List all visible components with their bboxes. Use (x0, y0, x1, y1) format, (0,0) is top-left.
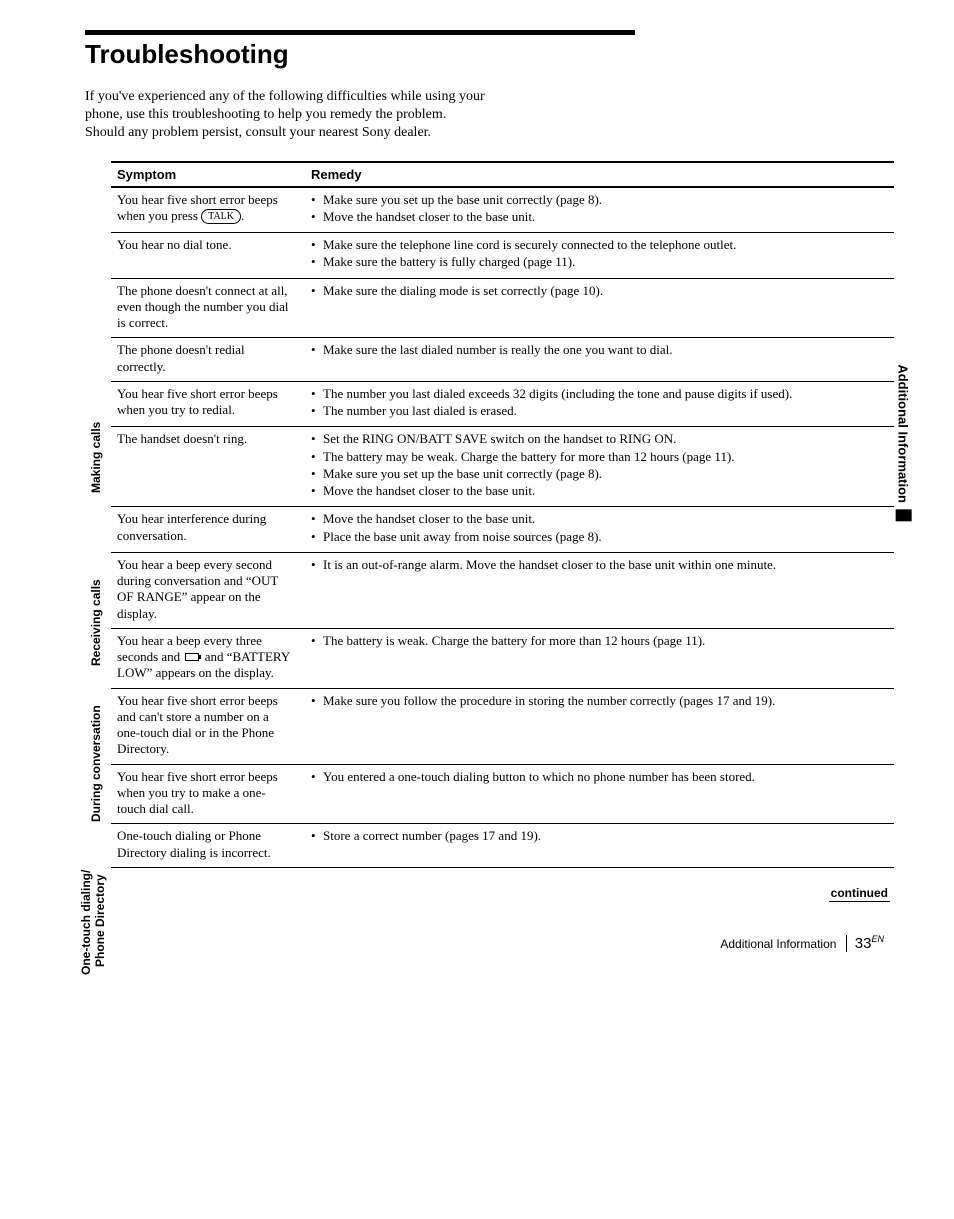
table-row: You hear a beep every three seconds and … (111, 628, 894, 688)
remedy-item: The number you last dialed exceeds 32 di… (311, 386, 894, 402)
remedy-cell: Make sure the last dialed number is real… (301, 342, 894, 375)
footer-section-label: Additional Information (720, 937, 836, 951)
side-tab: Additional Information (896, 364, 912, 521)
remedy-item: Make sure the dialing mode is set correc… (311, 283, 894, 299)
table-row: You hear interference during conversatio… (111, 507, 894, 552)
section-label: One-touch dialing/ (79, 869, 93, 974)
table-section: You hear five short error beeps when you… (111, 188, 894, 428)
col-header-symptom: Symptom (111, 163, 301, 186)
remedy-item: Set the RING ON/BATT SAVE switch on the … (311, 431, 894, 447)
remedy-item: Store a correct number (pages 17 and 19)… (311, 828, 894, 844)
page-footer: Additional Information 33EN (85, 934, 894, 952)
symptom-cell: The phone doesn't redial correctly. (111, 342, 301, 375)
top-rule (85, 30, 635, 35)
remedy-cell: Make sure you follow the procedure in st… (301, 693, 894, 758)
table-row: You hear five short error beeps when you… (111, 188, 894, 233)
remedy-item: The battery may be weak. Charge the batt… (311, 449, 894, 465)
troubleshooting-table-wrap: Making calls Receiving calls During conver… (85, 161, 894, 868)
remedy-cell: Make sure the dialing mode is set correc… (301, 283, 894, 332)
table-section: You hear interference during conversatio… (111, 507, 894, 688)
symptom-cell: You hear a beep every second during conv… (111, 557, 301, 622)
page-number: 33EN (846, 935, 884, 952)
remedy-cell: Make sure the telephone line cord is sec… (301, 237, 894, 272)
document-page: Troubleshooting If you've experienced an… (0, 0, 954, 952)
remedy-item: Make sure the last dialed number is real… (311, 342, 894, 358)
table-header-row: Symptom Remedy (111, 163, 894, 188)
remedy-cell: Store a correct number (pages 17 and 19)… (301, 828, 894, 861)
remedy-item: You entered a one-touch dialing button t… (311, 769, 894, 785)
symptom-cell: The phone doesn't connect at all, even t… (111, 283, 301, 332)
remedy-item: Make sure the telephone line cord is sec… (311, 237, 894, 253)
remedy-item: The battery is weak. Charge the battery … (311, 633, 894, 649)
symptom-cell: You hear interference during conversatio… (111, 511, 301, 546)
battery-icon (185, 653, 199, 661)
symptom-cell: One-touch dialing or Phone Directory dia… (111, 828, 301, 861)
table-row: You hear five short error beeps when you… (111, 764, 894, 824)
symptom-cell: You hear a beep every three seconds and … (111, 633, 301, 682)
remedy-cell: The battery is weak. Charge the battery … (301, 633, 894, 682)
col-header-remedy: Remedy (301, 163, 894, 186)
table-section: You hear five short error beeps and can'… (111, 689, 894, 868)
section-label: During conversation (89, 705, 103, 822)
table-row: The phone doesn't connect at all, even t… (111, 278, 894, 338)
symptom-cell: You hear five short error beeps and can'… (111, 693, 301, 758)
remedy-item: Place the base unit away from noise sour… (311, 529, 894, 545)
remedy-item: Move the handset closer to the base unit… (311, 209, 894, 225)
remedy-item: Make sure the battery is fully charged (… (311, 254, 894, 270)
section-label: Making calls (89, 421, 103, 492)
remedy-cell: Set the RING ON/BATT SAVE switch on the … (301, 431, 894, 500)
remedy-item: Move the handset closer to the base unit… (311, 483, 894, 499)
symptom-cell: The handset doesn't ring. (111, 431, 301, 500)
intro-paragraph: If you've experienced any of the followi… (85, 88, 555, 143)
remedy-item: It is an out-of-range alarm. Move the ha… (311, 557, 894, 573)
remedy-item: Move the handset closer to the base unit… (311, 511, 894, 527)
table-row: The handset doesn't ring. Set the RING ON… (111, 427, 894, 506)
section-label: Receiving calls (89, 579, 103, 666)
symptom-cell: You hear five short error beeps when you… (111, 192, 301, 227)
continued-label: continued (829, 886, 890, 902)
troubleshooting-table: Symptom Remedy You hear five short error… (111, 161, 894, 868)
remedy-item: Make sure you set up the base unit corre… (311, 466, 894, 482)
symptom-cell: You hear five short error beeps when you… (111, 386, 301, 421)
table-row: You hear no dial tone. Make sure the tele… (111, 232, 894, 278)
section-label: Phone Directory (93, 874, 107, 967)
remedy-cell: You entered a one-touch dialing button t… (301, 769, 894, 818)
table-row: You hear five short error beeps when you… (111, 381, 894, 427)
remedy-item: Make sure you set up the base unit corre… (311, 192, 894, 208)
symptom-cell: You hear no dial tone. (111, 237, 301, 272)
remedy-cell: The number you last dialed exceeds 32 di… (301, 386, 894, 421)
remedy-cell: Make sure you set up the base unit corre… (301, 192, 894, 227)
remedy-cell: It is an out-of-range alarm. Move the ha… (301, 557, 894, 622)
table-row: One-touch dialing or Phone Directory dia… (111, 823, 894, 867)
remedy-cell: Move the handset closer to the base unit… (301, 511, 894, 546)
remedy-item: Make sure you follow the procedure in st… (311, 693, 894, 709)
table-section: The handset doesn't ring. Set the RING ON… (111, 427, 894, 507)
side-tab-marker (896, 509, 912, 521)
remedy-item: The number you last dialed is erased. (311, 403, 894, 419)
table-row: You hear a beep every second during conv… (111, 552, 894, 628)
side-tab-label: Additional Information (897, 364, 912, 503)
symptom-cell: You hear five short error beeps when you… (111, 769, 301, 818)
talk-button-label: TALK (201, 209, 241, 224)
table-row: The phone doesn't redial correctly. Make … (111, 337, 894, 381)
table-row: You hear five short error beeps and can'… (111, 689, 894, 764)
page-title: Troubleshooting (85, 39, 894, 70)
